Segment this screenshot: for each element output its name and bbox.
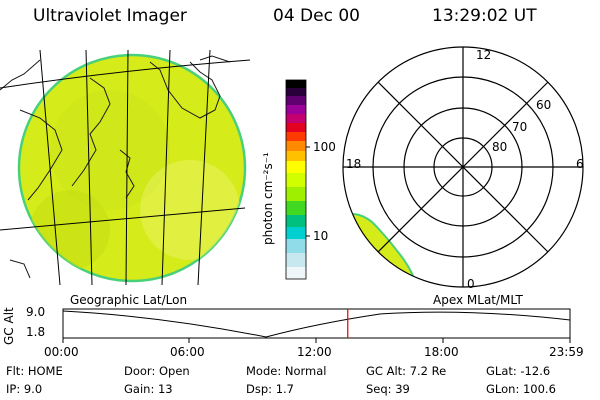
mlat-label-60: 60 [536,98,552,112]
colorbar-unit-label: photon cm⁻²s⁻¹ [261,152,275,245]
alt-tick-9: 9.0 [26,305,46,319]
coastlines [0,55,231,279]
time-tick-1800: 18:00 [424,345,459,359]
mlt-label-6: 6 [576,157,584,171]
info-gain: Gain: 13 [124,382,173,396]
gc-alt-axis-label: GC Alt [2,307,16,345]
mlat-label-70: 70 [512,120,528,134]
colorbar-tick-10: 10 [313,229,329,243]
mlt-label-18: 18 [346,157,362,171]
apex-label: Apex MLat/MLT [433,293,523,307]
info-seq: Seq: 39 [366,382,410,396]
alt-tick-1-8: 1.8 [26,325,46,339]
colorbar [285,79,310,280]
mlt-label-12: 12 [476,48,492,62]
info-glon: GLon: 100.6 [486,382,556,396]
info-glat: GLat: -12.6 [486,364,551,378]
auroral-oval [343,213,416,287]
info-gc-alt: GC Alt: 7.2 Re [366,364,447,378]
mlat-label-80: 80 [492,140,508,154]
mlt-label-0: 0 [467,277,475,291]
instrument-title: Ultraviolet Imager [33,6,187,26]
info-door: Door: Open [124,364,190,378]
geographic-label: Geographic Lat/Lon [70,293,188,307]
altitude-plot [62,308,571,343]
time-tick-0000: 00:00 [44,345,79,359]
info-dsp: Dsp: 1.7 [246,382,294,396]
info-flt: Flt: HOME [6,364,63,378]
geographic-image [0,48,262,286]
time-label: 13:29:02 UT [432,6,537,26]
time-tick-0600: 06:00 [170,345,205,359]
colorbar-tick-100: 100 [313,140,336,154]
altitude-curve [62,310,571,338]
time-tick-2359: 23:59 [549,345,584,359]
info-mode: Mode: Normal [246,364,327,378]
date-label: 04 Dec 00 [273,6,360,26]
latlon-grid [0,49,251,286]
time-tick-1200: 12:00 [297,345,332,359]
polar-plot [342,46,584,288]
info-ip: IP: 9.0 [6,382,43,396]
